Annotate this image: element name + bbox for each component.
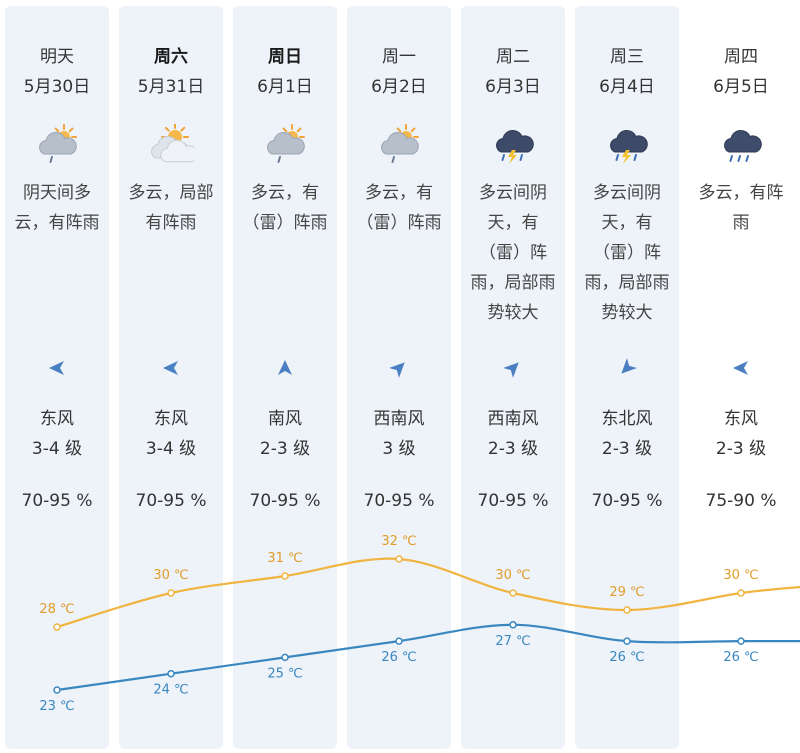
thunderstorm-icon — [496, 129, 534, 164]
weather-description: 多云，有阵雨 — [689, 178, 793, 238]
wind-level: 2-3 级 — [487, 439, 539, 459]
cloudy-sun-rain-icon — [267, 124, 305, 163]
description-line: 多云间阴 — [593, 183, 661, 203]
description-line: 多云，局部 — [128, 183, 214, 203]
day-name: 周二 — [496, 47, 530, 67]
description-line: 雨，局部雨 — [470, 273, 556, 293]
day-column: 周四 6月5日多云，有阵雨东风 2-3 级 75-90 % — [689, 6, 793, 749]
wind-direction: 西南风 — [373, 409, 425, 429]
description-line: 云，有阵雨 — [14, 213, 100, 233]
wind-level: 3-4 级 — [31, 439, 83, 459]
description-line: 多云，有 — [251, 183, 319, 203]
day-date: 5月30日 — [23, 77, 91, 97]
arrow-up-right-icon — [389, 362, 405, 378]
day-column: 明天 5月30日阴天间多云，有阵雨东风 3-4 级 70-95 % — [5, 6, 109, 749]
description-line: 势较大 — [601, 303, 653, 323]
wind-direction: 南风 — [268, 409, 302, 429]
day-column: 周一 6月2日多云，有 （雷）阵雨西南风 3 级 70-95 % — [347, 6, 451, 749]
arrow-left-icon — [163, 361, 178, 375]
description-line: （雷）阵 — [593, 243, 661, 263]
day-name: 周日 — [268, 47, 302, 67]
description-line: 天，有 — [601, 213, 653, 233]
humidity: 70-95 % — [21, 491, 93, 511]
weather-description: 多云间阴天，有 （雷）阵雨，局部雨势较大 — [575, 178, 679, 328]
weather-description: 阴天间多云，有阵雨 — [5, 178, 109, 238]
day-name: 周六 — [154, 47, 188, 67]
day-column: 周三 6月4日多云间阴天，有 （雷）阵雨，局部雨势较大东北风 2-3 级 70-95 % — [575, 6, 679, 749]
weather-description: 多云，有 （雷）阵雨 — [347, 178, 451, 238]
day-date: 6月4日 — [599, 77, 655, 97]
humidity: 70-95 % — [477, 491, 549, 511]
day-column: 周六 5月31日多云，局部有阵雨东风 3-4 级 70-95 % — [119, 6, 223, 749]
day-date: 6月2日 — [371, 77, 427, 97]
wind-level: 3 级 — [382, 439, 416, 459]
arrow-up-right-icon — [503, 362, 519, 378]
description-line: 多云，有 — [365, 183, 433, 203]
humidity: 70-95 % — [249, 491, 321, 511]
thunderstorm-icon — [610, 129, 648, 164]
weather-description: 多云，局部有阵雨 — [119, 178, 223, 238]
description-line: 多云间阴 — [479, 183, 547, 203]
day-column: 周二 6月3日多云间阴天，有 （雷）阵雨，局部雨势较大西南风 2-3 级 70-95 % — [461, 6, 565, 749]
humidity: 70-95 % — [135, 491, 207, 511]
day-name: 周一 — [382, 47, 416, 67]
humidity: 70-95 % — [591, 491, 663, 511]
description-line: 势较大 — [487, 303, 539, 323]
wind-level: 2-3 级 — [259, 439, 311, 459]
description-line: 雨 — [732, 213, 750, 233]
wind-direction: 东风 — [154, 409, 188, 429]
wind-direction: 西南风 — [487, 409, 539, 429]
day-date: 6月1日 — [257, 77, 313, 97]
arrow-up-icon — [278, 360, 292, 375]
description-line: （雷）阵雨 — [242, 213, 328, 233]
day-date: 6月5日 — [713, 77, 769, 97]
partly-cloudy-icon — [151, 124, 194, 163]
day-name: 周三 — [610, 47, 644, 67]
arrow-down-left-icon — [621, 358, 637, 374]
day-date: 6月3日 — [485, 77, 541, 97]
humidity: 70-95 % — [363, 491, 435, 511]
weather-description: 多云，有 （雷）阵雨 — [233, 178, 337, 238]
description-line: 多云，有阵 — [698, 183, 784, 203]
humidity: 75-90 % — [705, 491, 777, 511]
wind-level: 2-3 级 — [601, 439, 653, 459]
day-name: 周四 — [724, 47, 758, 67]
wind-direction: 东风 — [40, 409, 74, 429]
weather-description: 多云间阴天，有 （雷）阵雨，局部雨势较大 — [461, 178, 565, 328]
wind-level: 3-4 级 — [145, 439, 197, 459]
description-line: 雨，局部雨 — [584, 273, 670, 293]
wind-level: 2-3 级 — [715, 439, 767, 459]
wind-direction: 东风 — [724, 409, 758, 429]
description-line: 有阵雨 — [145, 213, 197, 233]
cloudy-sun-rain-icon — [381, 124, 419, 163]
description-line: （雷）阵雨 — [356, 213, 442, 233]
day-column: 周日 6月1日多云，有 （雷）阵雨南风 2-3 级 70-95 % — [233, 6, 337, 749]
cloudy-sun-rain-icon — [39, 124, 77, 163]
dark-cloud-rain-icon — [724, 129, 762, 162]
description-line: （雷）阵 — [479, 243, 547, 263]
description-line: 阴天间多 — [23, 183, 91, 203]
arrow-left-icon — [49, 361, 64, 375]
description-line: 天，有 — [487, 213, 539, 233]
arrow-left-icon — [733, 361, 748, 375]
day-name: 明天 — [40, 47, 74, 67]
day-date: 5月31日 — [137, 77, 205, 97]
wind-direction: 东北风 — [601, 409, 653, 429]
